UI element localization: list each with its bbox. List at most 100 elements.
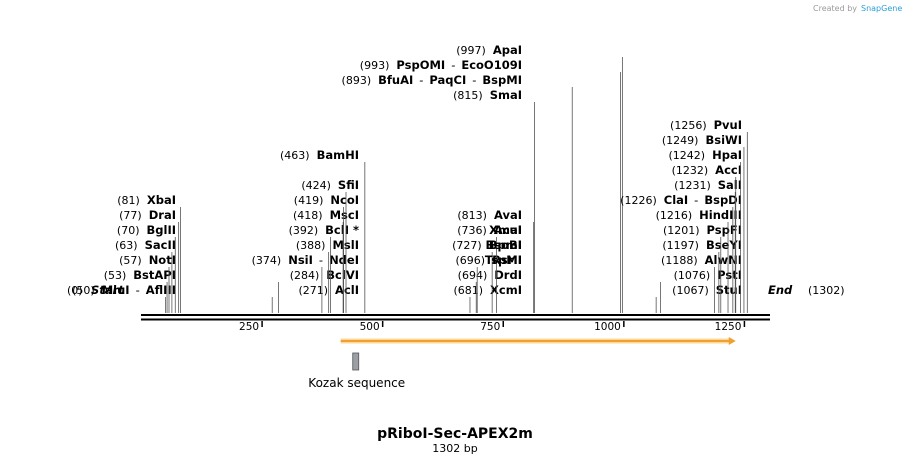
site-xcmi[interactable]: (681) XcmI xyxy=(453,283,522,313)
enzyme-name: EcoO109I xyxy=(461,58,522,72)
site-msci[interactable]: (418) MscI xyxy=(293,208,359,313)
site-drdi[interactable]: (694) DrdI xyxy=(458,268,522,313)
site-drai[interactable]: (77) DraI xyxy=(119,208,180,313)
enzyme-name: ClaI xyxy=(664,193,688,207)
site-position: (993) xyxy=(360,59,390,72)
site-bstapi[interactable]: (53) BstAPI xyxy=(104,268,176,313)
site-bsiwi[interactable]: (1249) BsiWI xyxy=(662,133,745,313)
enzyme-name: AccI xyxy=(715,163,742,177)
site-rsrii[interactable]: (696) RsrII xyxy=(455,253,522,313)
site-position: (1249) xyxy=(662,134,699,147)
site-position: (81) xyxy=(117,194,140,207)
name-separator: - xyxy=(419,73,423,87)
site-position: (1232) xyxy=(672,164,709,177)
enzyme-name: DraI xyxy=(149,208,176,222)
site-acli[interactable]: (271) AclI xyxy=(271,283,359,313)
enzyme-name: BseYI xyxy=(706,238,742,252)
site-mlui[interactable]: (50) MluI - AflIII xyxy=(72,283,176,313)
site-bclvi[interactable]: (284) BclVI xyxy=(278,268,359,313)
name-separator: - xyxy=(694,193,698,207)
credit: Created by SnapGene xyxy=(813,4,902,13)
enzyme-name: BclVI xyxy=(326,268,359,282)
name-separator: - xyxy=(451,58,455,72)
enzyme-name: PspFI xyxy=(707,223,742,237)
sequence-backbone xyxy=(141,314,770,321)
site-bpmi[interactable]: (727) BpmI xyxy=(452,238,522,313)
site-position: (271) xyxy=(298,284,328,297)
enzyme-name: AvaI xyxy=(494,208,522,222)
enzyme-name: MluI xyxy=(102,283,130,297)
site-bamhi[interactable]: (463) BamHI xyxy=(280,148,366,313)
site-hindiii[interactable]: (1216) HindIII xyxy=(656,208,742,313)
site-position: (374) xyxy=(252,254,282,267)
site-clai[interactable]: (1226) ClaI - BspDI xyxy=(620,193,742,313)
site-position: (1256) xyxy=(670,119,707,132)
ruler-ticks: 250 500 750 1000 1250 xyxy=(239,321,746,333)
site-position: (63) xyxy=(115,239,138,252)
enzyme-name: RsrII xyxy=(492,253,522,267)
enzyme-name: SalI xyxy=(718,178,742,192)
site-pvui[interactable]: (1256) PvuI xyxy=(670,118,748,313)
site-pspomi[interactable]: (993) PspOMI - EcoO109I xyxy=(360,58,621,313)
enzyme-name: BstAPI xyxy=(133,268,176,282)
site-msli[interactable]: (388) MslI xyxy=(296,238,359,313)
site-position: (392) xyxy=(289,224,319,237)
enzyme-name: PaqCI xyxy=(429,73,466,87)
site-bglii[interactable]: (70) BglII xyxy=(117,223,176,313)
enzyme-name: BspDI xyxy=(704,193,742,207)
start-label: (0) Start xyxy=(67,283,124,297)
start-text: Start xyxy=(91,283,124,297)
site-hpai[interactable]: (1242) HpaI xyxy=(669,148,742,313)
site-bfuai[interactable]: (893) BfuAI - PaqCI - BspMI xyxy=(342,73,573,313)
enzyme-name: HindIII xyxy=(699,208,742,222)
site-nsii[interactable]: (374) NsiI - NdeI xyxy=(252,253,359,313)
site-position: (696) xyxy=(455,254,485,267)
site-position: (418) xyxy=(293,209,323,222)
site-position: (284) xyxy=(290,269,320,282)
site-position: (815) xyxy=(453,89,483,102)
site-position: (1242) xyxy=(669,149,706,162)
feature-orf-arrow[interactable] xyxy=(340,337,736,345)
site-position: (1201) xyxy=(663,224,700,237)
site-position: (77) xyxy=(119,209,142,222)
features: Kozak sequence xyxy=(308,337,736,390)
site-position: (694) xyxy=(458,269,488,282)
site-acui[interactable]: (736) AcuI xyxy=(457,223,522,313)
enzyme-name: NotI xyxy=(149,253,176,267)
site-ncoi[interactable]: (419) NcoI xyxy=(294,193,359,313)
enzyme-name: NsiI xyxy=(288,253,313,267)
site-position: (736) xyxy=(457,224,487,237)
name-separator: - xyxy=(472,73,476,87)
site-acci[interactable]: (1232) AccI xyxy=(672,163,742,313)
site-bcli[interactable]: (392) BclI * xyxy=(289,223,359,313)
enzyme-name: XcmI xyxy=(490,283,522,297)
credit-text: Created by xyxy=(813,4,857,13)
site-stui[interactable]: (1067) StuI xyxy=(655,283,742,313)
site-xbai[interactable]: (81) XbaI xyxy=(117,193,181,313)
enzyme-name: DrdI xyxy=(494,268,522,282)
site-sfii[interactable]: (424) SfiI xyxy=(301,178,359,313)
enzyme-name: XbaI xyxy=(147,193,176,207)
site-sacii[interactable]: (63) SacII xyxy=(115,238,176,313)
site-position: (419) xyxy=(294,194,324,207)
site-apai[interactable]: (997) ApaI xyxy=(456,43,623,313)
enzyme-name: AcuI xyxy=(494,223,522,237)
site-position: (1197) xyxy=(662,239,699,252)
map-title: pRiboI-Sec-APEX2m xyxy=(377,426,533,442)
enzyme-name: ApaI xyxy=(493,43,522,57)
name-separator: - xyxy=(136,283,140,297)
feature-label: Kozak sequence xyxy=(308,376,405,390)
site-smai[interactable]: (815) SmaI xyxy=(453,88,536,313)
enzyme-name: BpmI xyxy=(489,238,522,252)
site-noti[interactable]: (57) NotI xyxy=(119,253,176,313)
name-separator: - xyxy=(319,253,323,267)
enzyme-name: AlwNI xyxy=(705,253,742,267)
restriction-sites: (50) MluI - AflIII(53) BstAPI(57) NotI(63) Sac… xyxy=(72,43,748,313)
end-position: (1302) xyxy=(808,284,845,297)
enzyme-name: BfuAI xyxy=(378,73,413,87)
map-subtitle: 1302 bp xyxy=(432,442,477,455)
site-position: (53) xyxy=(104,269,127,282)
feature-kozak-sequence[interactable]: Kozak sequence xyxy=(308,352,405,390)
